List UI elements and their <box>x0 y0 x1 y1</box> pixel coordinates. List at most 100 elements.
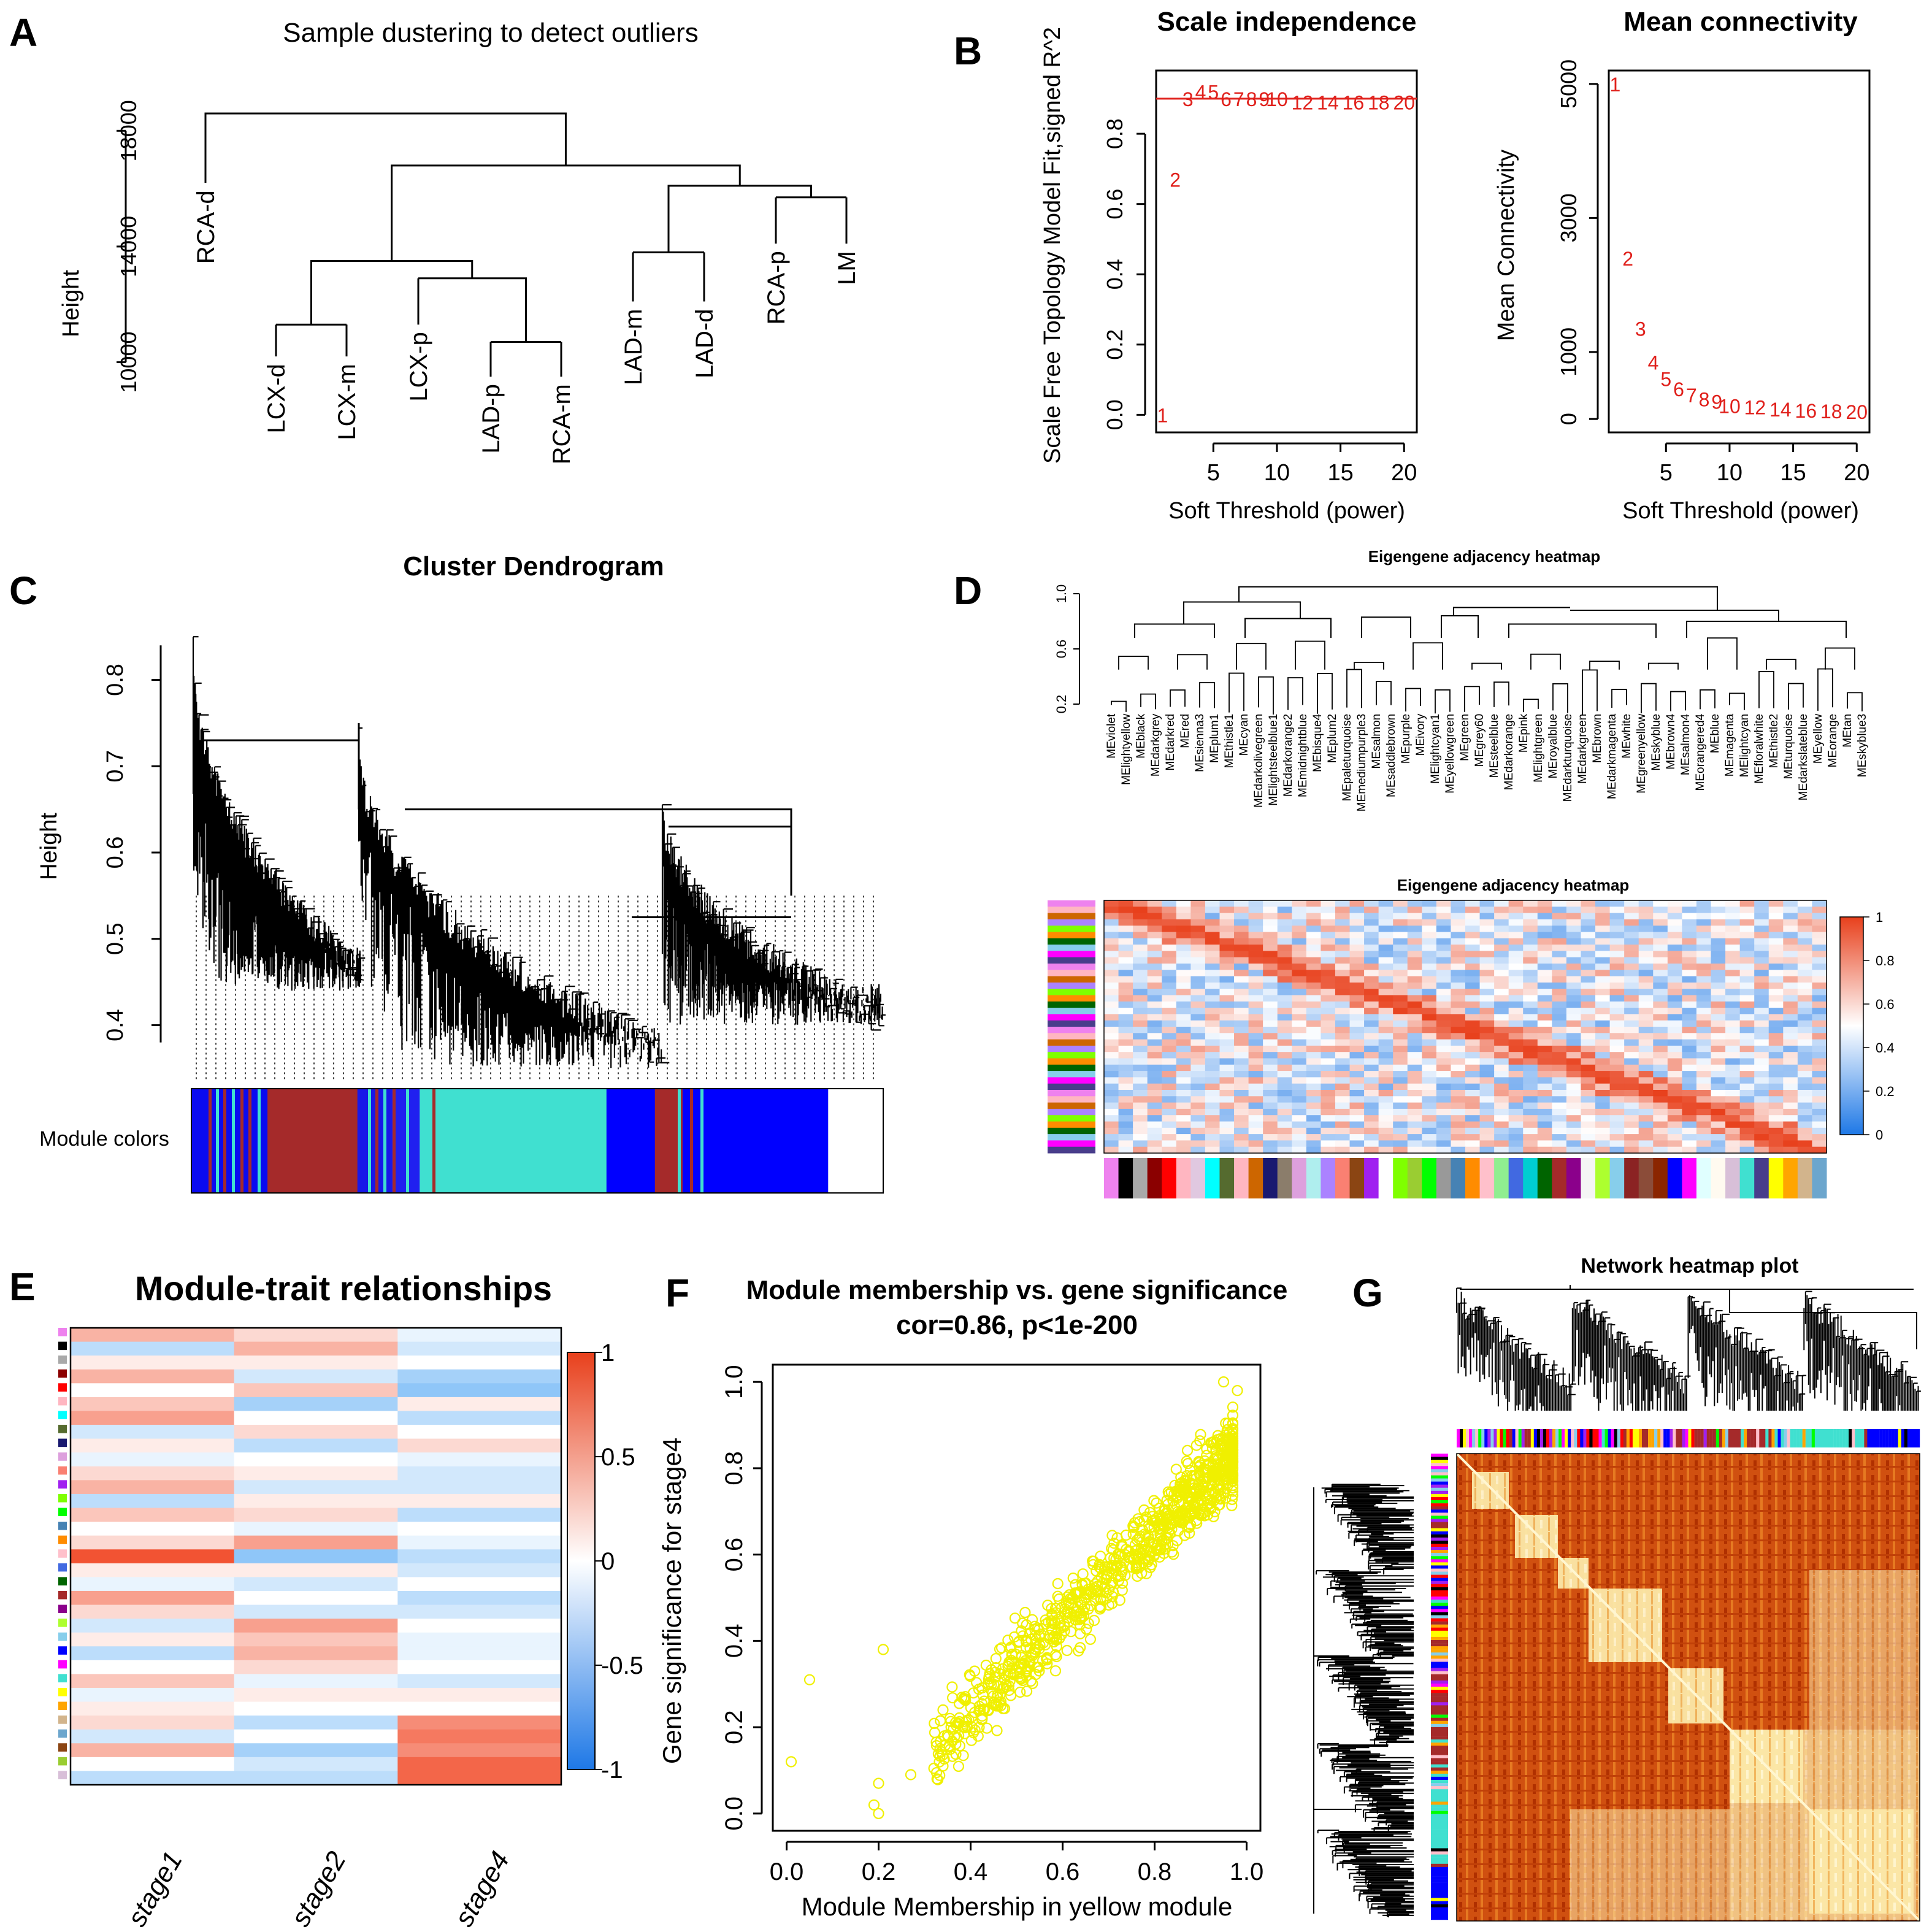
heat-cell <box>1754 976 1769 983</box>
module-stripe <box>258 1089 261 1193</box>
heat-cell <box>1523 1027 1538 1033</box>
heat-cell <box>1783 1052 1798 1059</box>
heat-cell <box>1754 982 1769 989</box>
heat-cell <box>1364 945 1379 951</box>
heat-cell <box>1147 1052 1162 1059</box>
row-module-color <box>1431 1497 1448 1501</box>
heat-cell <box>1768 900 1784 907</box>
heat-cell <box>1711 938 1726 945</box>
panel-e-row-colors <box>58 1328 67 1779</box>
heat-cell <box>1176 982 1191 989</box>
col-color <box>1393 1158 1408 1198</box>
y-tick-label: 0 <box>1556 413 1581 425</box>
heat-cell <box>1349 1020 1365 1027</box>
heat-cell <box>1739 1008 1755 1014</box>
x-tick-label: 0.4 <box>954 1858 988 1885</box>
heat-cell <box>1393 1052 1408 1059</box>
heat-cell <box>1378 907 1393 914</box>
panel-d-label: D <box>954 569 982 613</box>
heat-cell <box>1754 1020 1769 1027</box>
heat-cell <box>1566 957 1582 964</box>
data-point <box>945 1715 957 1727</box>
heat-cell <box>1306 1090 1321 1097</box>
heat-cell <box>1176 1020 1191 1027</box>
heat-cell <box>1219 1083 1235 1091</box>
heat-cell <box>1162 989 1177 996</box>
heat-cell <box>1537 1008 1552 1014</box>
heat-cell <box>1378 1096 1393 1103</box>
heat-cell <box>71 1452 235 1467</box>
heat-cell <box>1248 945 1263 951</box>
heat-cell <box>1696 900 1712 907</box>
heat-cell <box>1364 1027 1379 1033</box>
heat-cell <box>1176 938 1191 945</box>
heat-cell <box>234 1687 398 1703</box>
col-module-color <box>1747 1429 1750 1447</box>
heat-cell <box>1349 1140 1365 1148</box>
heat-cell <box>1653 926 1668 933</box>
heat-cell <box>1335 1020 1351 1027</box>
heat-cell <box>1465 1064 1481 1071</box>
heat-cell <box>1205 913 1221 920</box>
panel-f-title: Module membership vs. gene significance <box>746 1275 1288 1305</box>
data-point <box>1195 1428 1206 1440</box>
heat-cell <box>1508 932 1524 939</box>
heat-cell <box>1451 1071 1466 1078</box>
heat-cell <box>1364 926 1379 933</box>
heat-cell <box>1725 1127 1741 1135</box>
heat-cell <box>1739 957 1755 964</box>
heat-cell <box>1465 970 1481 977</box>
heat-cell <box>1552 945 1567 951</box>
heat-cell <box>1725 1121 1741 1129</box>
heat-cell <box>1552 926 1567 933</box>
module-stripe <box>420 1089 423 1193</box>
heat-cell <box>1768 1027 1784 1033</box>
point-label: 8 <box>1699 388 1710 410</box>
heat-cell <box>1537 1121 1552 1129</box>
heat-cell <box>1783 951 1798 958</box>
heat-cell <box>1176 964 1191 970</box>
heat-cell <box>1797 1008 1813 1014</box>
heat-cell <box>1335 932 1351 939</box>
heat-cell <box>1797 1096 1813 1103</box>
heat-cell <box>1797 1140 1813 1148</box>
heat-cell <box>1407 1083 1422 1091</box>
heat-cell <box>1306 1096 1321 1103</box>
row-module-color <box>1431 1531 1448 1535</box>
col-module-color <box>1895 1429 1898 1447</box>
heat-cell <box>1219 1064 1235 1071</box>
heat-cell <box>1162 938 1177 945</box>
data-point <box>1021 1619 1032 1631</box>
data-point <box>1021 1685 1033 1697</box>
heat-cell <box>1739 1014 1755 1021</box>
heat-cell <box>1552 1077 1567 1084</box>
heat-cell <box>1682 907 1697 914</box>
heat-cell <box>1335 1039 1351 1046</box>
heat-cell <box>1624 1020 1639 1027</box>
heat-cell <box>1465 964 1481 970</box>
heat-cell <box>1479 1045 1495 1052</box>
heat-cell <box>1306 938 1321 945</box>
heat-cell <box>1176 951 1191 958</box>
row-module-color <box>1431 1804 1448 1808</box>
heat-cell <box>71 1619 235 1633</box>
heat-cell <box>1219 964 1235 970</box>
row-module-color <box>1431 1733 1448 1737</box>
col-module-color <box>1493 1429 1497 1447</box>
heat-cell <box>234 1369 398 1384</box>
heat-cell <box>1523 926 1538 933</box>
heat-cell <box>1581 1083 1596 1091</box>
heat-cell <box>1436 1108 1452 1116</box>
heat-cell <box>1277 982 1292 989</box>
heat-cell <box>1234 1102 1249 1110</box>
heat-cell <box>1523 957 1538 964</box>
y-tick-label: 0.0 <box>1102 399 1127 430</box>
heat-cell <box>1205 1083 1221 1091</box>
heat-cell <box>1682 1039 1697 1046</box>
heat-cell <box>1479 1071 1495 1078</box>
panel-b-label: B <box>954 29 982 73</box>
heat-cell <box>1321 976 1336 983</box>
col-module-color <box>1855 1429 1858 1447</box>
heat-cell <box>1523 1020 1538 1027</box>
data-point <box>1192 1479 1204 1490</box>
